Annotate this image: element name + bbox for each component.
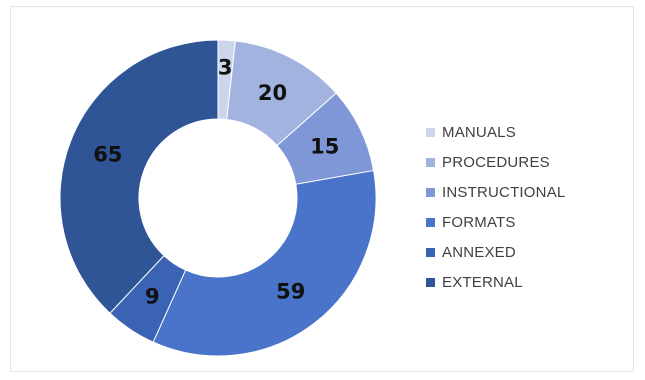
legend-label-procedures: PROCEDURES [442, 153, 550, 171]
legend-item-external: EXTERNAL [426, 267, 565, 297]
legend-item-annexed: ANNEXED [426, 237, 565, 267]
legend-label-external: EXTERNAL [442, 273, 523, 291]
data-label-procedures: 20 [258, 81, 287, 105]
legend-item-procedures: PROCEDURES [426, 147, 565, 177]
legend: MANUALS PROCEDURES INSTRUCTIONAL FORMATS… [426, 117, 565, 297]
donut-slices [59, 39, 377, 357]
legend-swatch-procedures [426, 157, 435, 167]
data-label-annexed: 9 [145, 285, 160, 309]
legend-label-annexed: ANNEXED [442, 243, 516, 261]
legend-swatch-formats [426, 217, 435, 227]
legend-item-manuals: MANUALS [426, 117, 565, 147]
legend-swatch-annexed [426, 247, 435, 257]
chart-area: 3 20 15 59 9 65 MANUALS PROCEDURES INSTRUCTIO… [10, 6, 634, 372]
data-labels: 3 20 15 59 9 65 [93, 56, 339, 309]
legend-swatch-external [426, 277, 435, 287]
donut-slice-external [59, 39, 219, 314]
data-label-instructional: 15 [310, 134, 339, 158]
legend-label-manuals: MANUALS [442, 123, 516, 141]
legend-item-instructional: INSTRUCTIONAL [426, 177, 565, 207]
legend-swatch-instructional [426, 187, 435, 197]
legend-label-instructional: INSTRUCTIONAL [442, 183, 566, 201]
legend-swatch-manuals [426, 127, 435, 137]
donut-slice-formats [152, 169, 377, 357]
legend-item-formats: FORMATS [426, 207, 565, 237]
data-label-formats: 59 [276, 280, 305, 304]
legend-label-formats: FORMATS [442, 213, 516, 231]
data-label-manuals: 3 [218, 56, 233, 80]
donut-chart: 3 20 15 59 9 65 [59, 39, 377, 357]
data-label-external: 65 [93, 142, 122, 166]
